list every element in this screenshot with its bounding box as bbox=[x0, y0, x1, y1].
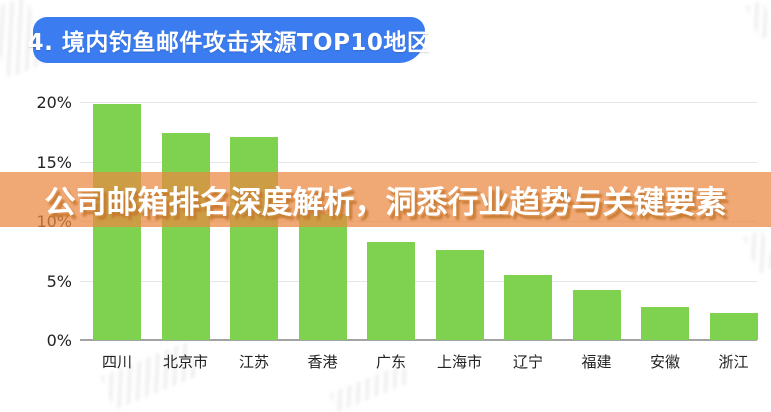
bar-江苏 bbox=[230, 137, 278, 340]
x-axis-tick-label: 浙江 bbox=[689, 351, 771, 372]
y-axis-tick-label: 15% bbox=[0, 154, 72, 172]
y-axis-tick-label: 20% bbox=[0, 94, 72, 112]
chart-title: 4. 境内钓鱼邮件攻击来源TOP10地区 bbox=[28, 23, 431, 57]
y-axis-tick-label: 5% bbox=[0, 273, 72, 291]
bar-广东 bbox=[367, 242, 415, 340]
header-badge: 4. 境内钓鱼邮件攻击来源TOP10地区 bbox=[33, 17, 425, 63]
bar-香港 bbox=[299, 214, 347, 340]
bar-北京市 bbox=[162, 133, 210, 340]
bar-安徽 bbox=[641, 307, 689, 340]
bar-上海市 bbox=[436, 250, 484, 340]
infographic-page: { "header": { "title": "4. 境内钓鱼邮件攻击来源TOP… bbox=[0, 0, 771, 400]
bar-浙江 bbox=[710, 313, 758, 340]
overlay-headline-text: 公司邮箱排名深度解析，洞悉行业趋势与关键要素 bbox=[45, 177, 727, 222]
y-axis-tick-label: 0% bbox=[0, 332, 72, 350]
watermark-smudge bbox=[746, 0, 771, 40]
overlay-headline-band: 公司邮箱排名深度解析，洞悉行业趋势与关键要素 bbox=[0, 172, 771, 227]
bar-福建 bbox=[573, 290, 621, 340]
bar-辽宁 bbox=[504, 275, 552, 340]
gridline bbox=[80, 102, 757, 103]
